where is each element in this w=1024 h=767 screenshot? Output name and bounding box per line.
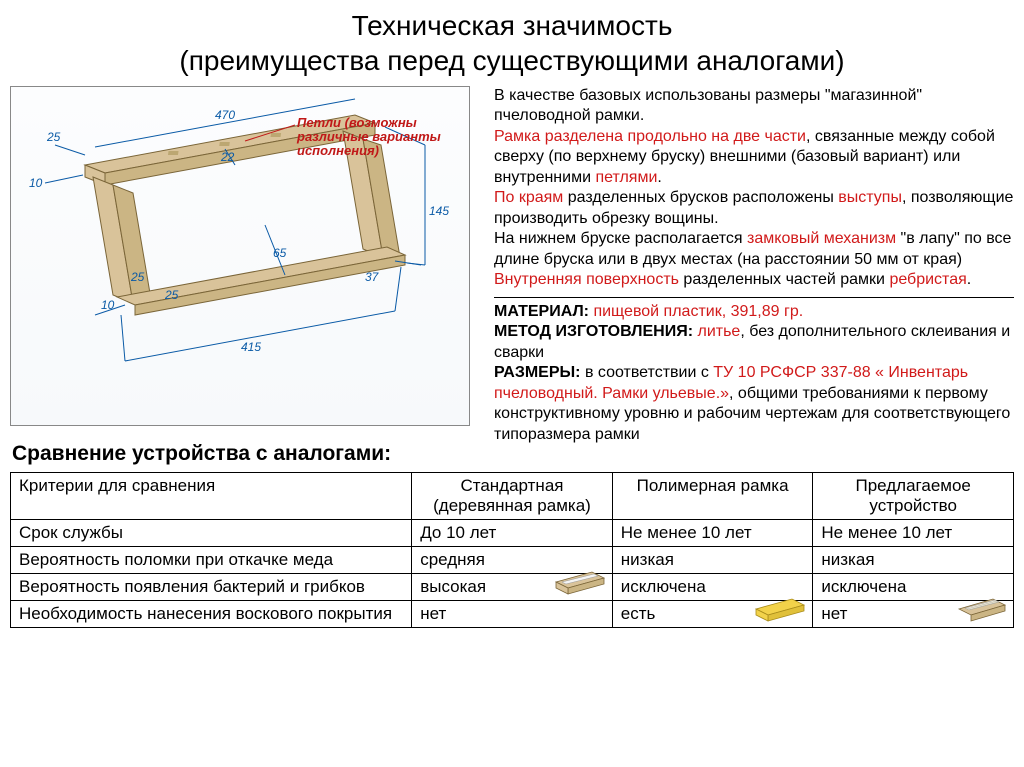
- desc-p3r2: выступы: [838, 189, 902, 206]
- desc-p3r1: По краям: [494, 189, 563, 206]
- dim-37: 37: [365, 270, 380, 284]
- size-label: РАЗМЕРЫ:: [494, 364, 585, 381]
- dim-25b: 25: [130, 270, 145, 284]
- table-header-row: Критерии для сравнения Стандартная (дере…: [11, 473, 1014, 520]
- table-row: Вероятность поломки при откачке меда сре…: [11, 547, 1014, 574]
- dim-10b: 10: [101, 298, 115, 312]
- dim-25c: 25: [164, 288, 179, 302]
- table-row: Срок службы До 10 лет Не менее 10 лет Не…: [11, 520, 1014, 547]
- desc-p4a: На нижнем бруске располагается: [494, 230, 747, 247]
- page-title: Техническая значимость (преимущества пер…: [0, 0, 1024, 82]
- desc-p3a: разделенных брусков расположены: [563, 189, 838, 206]
- cell: До 10 лет: [412, 520, 613, 547]
- cell: низкая: [612, 547, 813, 574]
- desc-p5r2: ребристая: [889, 271, 966, 288]
- title-line2: (преимущества перед существующими аналог…: [179, 45, 844, 76]
- cell-text: нет: [821, 604, 847, 623]
- method-label: МЕТОД ИЗГОТОВЛЕНИЯ:: [494, 323, 697, 340]
- desc-p2r1: Рамка разделена продольно на две части: [494, 128, 806, 145]
- desc-p1: В качестве базовых использованы размеры …: [494, 87, 922, 124]
- cell-text: исключена: [621, 577, 706, 596]
- cell: Не менее 10 лет: [612, 520, 813, 547]
- cell: Не менее 10 лет: [813, 520, 1014, 547]
- frame-svg: 25 10 470 22 25 10 25: [25, 105, 457, 415]
- callout-l3: исполнения): [297, 143, 379, 158]
- desc-p5b: .: [967, 271, 971, 288]
- table-row: Необходимость нанесения воскового покрыт…: [11, 601, 1014, 628]
- description-block: В качестве базовых использованы размеры …: [482, 82, 1014, 472]
- th-3: Предлагаемое устройство: [813, 473, 1014, 520]
- desc-p2b: .: [657, 169, 661, 186]
- compare-heading: Сравнение устройства с аналогами:: [10, 426, 482, 472]
- th-2: Полимерная рамка: [612, 473, 813, 520]
- comparison-table: Критерии для сравнения Стандартная (дере…: [10, 472, 1014, 628]
- th-0: Критерии для сравнения: [11, 473, 412, 520]
- dim-470: 470: [215, 108, 235, 122]
- wooden-frame-icon: [552, 568, 608, 598]
- dim-22: 22: [220, 150, 235, 164]
- cell: низкая: [813, 547, 1014, 574]
- desc-p2r2: петлями: [595, 169, 657, 186]
- cell: Вероятность поломки при откачке меда: [11, 547, 412, 574]
- dim-415: 415: [241, 340, 261, 354]
- cell-text: есть: [621, 604, 656, 623]
- desc-p4r1: замковый механизм: [747, 230, 896, 247]
- cell-text: высокая: [420, 577, 486, 596]
- cell: нет: [813, 601, 1014, 628]
- cell: высокая: [412, 574, 613, 601]
- cell: Необходимость нанесения воскового покрыт…: [11, 601, 412, 628]
- desc-p5a: разделенных частей рамки: [679, 271, 889, 288]
- material-label: МАТЕРИАЛ:: [494, 303, 593, 320]
- cell: Вероятность появления бактерий и грибков: [11, 574, 412, 601]
- proposed-frame-icon: [953, 593, 1009, 625]
- method-value: литье: [697, 323, 740, 340]
- title-line1: Техническая значимость: [352, 10, 673, 41]
- dim-25a: 25: [46, 130, 61, 144]
- polymer-frame-icon: [752, 595, 808, 625]
- callout-l2: различные варианты: [296, 129, 441, 144]
- desc-p5r1: Внутренняя поверхность: [494, 271, 679, 288]
- dim-10-left: 10: [29, 176, 43, 190]
- cell: Срок службы: [11, 520, 412, 547]
- dim-65: 65: [273, 246, 287, 260]
- size-a: в соответствии с: [585, 364, 713, 381]
- material-value: пищевой пластик, 391,89 гр.: [593, 303, 803, 320]
- dim-145: 145: [429, 204, 449, 218]
- technical-diagram: 25 10 470 22 25 10 25: [10, 86, 470, 426]
- table-row: Вероятность появления бактерий и грибков…: [11, 574, 1014, 601]
- th-1: Стандартная (деревянная рамка): [412, 473, 613, 520]
- callout-l1: Петли (возможны: [297, 115, 417, 130]
- cell: есть: [612, 601, 813, 628]
- cell: нет: [412, 601, 613, 628]
